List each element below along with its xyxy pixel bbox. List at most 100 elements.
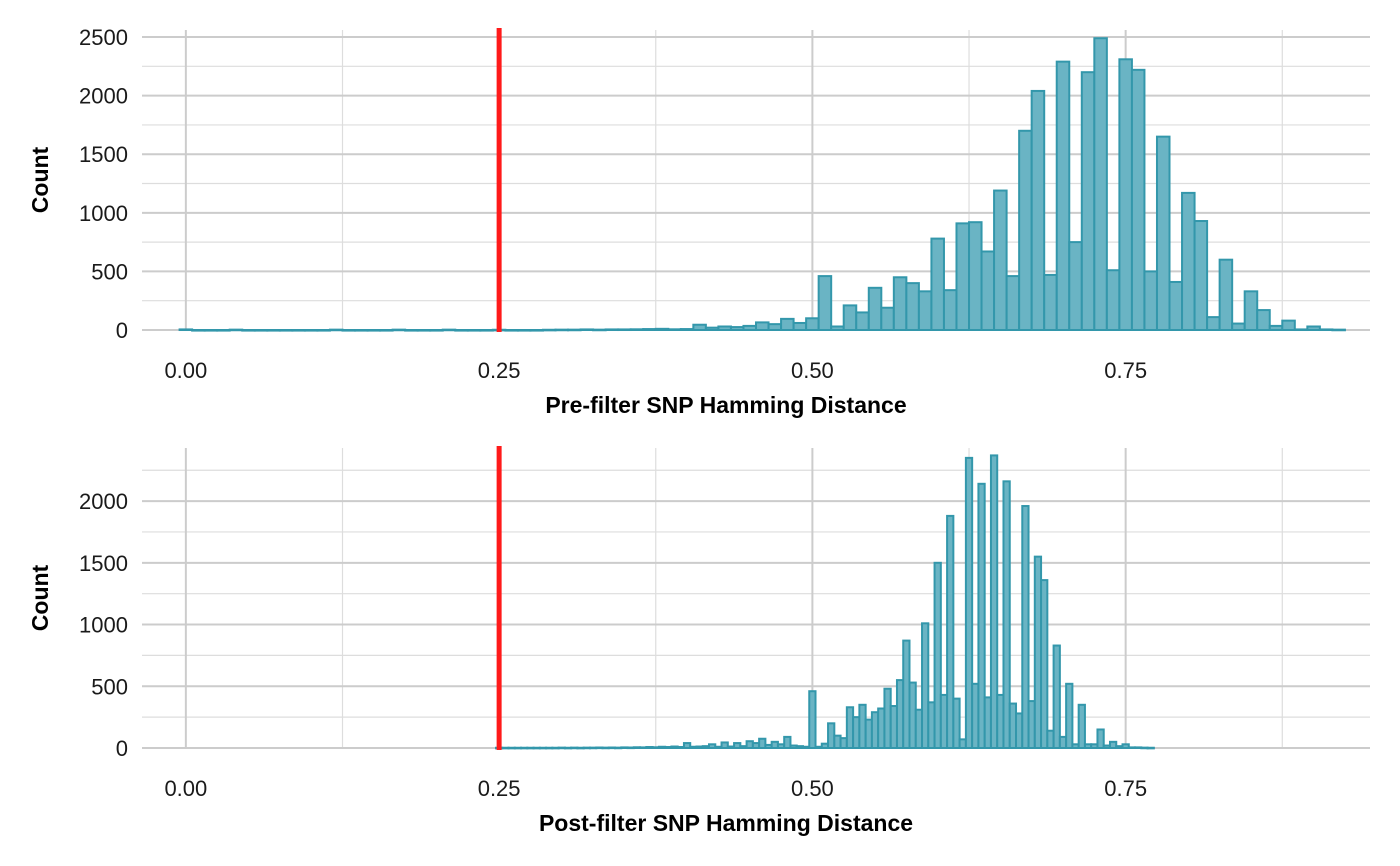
histogram-bar	[554, 328, 570, 332]
histogram-bar	[755, 321, 770, 331]
histogram-bar	[228, 328, 244, 332]
histogram-bar	[341, 329, 357, 332]
histogram-bar	[504, 329, 519, 332]
histogram-bar	[1168, 280, 1184, 331]
histogram-bar	[604, 328, 620, 332]
histogram-bar	[1243, 290, 1259, 331]
histogram-bar	[316, 329, 331, 332]
x-tick-label: 0.75	[1104, 358, 1147, 383]
histogram-bar	[328, 328, 344, 332]
histogram-bar	[933, 561, 942, 749]
histogram-bar	[203, 329, 219, 332]
histogram-bar	[1218, 258, 1234, 331]
histogram-bar	[1181, 191, 1196, 331]
histogram-bar	[679, 328, 695, 331]
histogram-bar	[729, 326, 745, 331]
histogram-bar	[717, 325, 732, 331]
histogram-bar	[930, 237, 945, 331]
histogram-bar	[1096, 728, 1105, 750]
histogram-bar	[780, 317, 795, 331]
histogram-bar	[742, 324, 757, 331]
histogram-bar	[579, 328, 595, 332]
x-axis-title: Post-filter SNP Hamming Distance	[539, 810, 913, 836]
histogram-bar	[1040, 579, 1049, 749]
histogram-bar	[1281, 319, 1296, 331]
histogram-bar	[1155, 135, 1171, 331]
y-tick-label: 1000	[79, 201, 128, 226]
histogram-bar	[942, 289, 958, 331]
y-tick-label: 0	[116, 318, 128, 343]
histogram-bar	[1331, 328, 1346, 332]
histogram-bar	[1068, 241, 1083, 331]
y-axis-title: Count	[27, 146, 53, 213]
histogram-bar	[466, 329, 482, 332]
histogram-bar	[379, 329, 394, 332]
histogram-bar	[1055, 60, 1071, 331]
histogram-bar	[842, 304, 858, 331]
y-axis-title: Count	[27, 564, 53, 631]
histogram-bar	[216, 329, 231, 332]
x-tick-label: 0.50	[791, 358, 834, 383]
histogram-bar	[592, 328, 607, 332]
histogram-bar	[805, 317, 820, 331]
y-tick-label: 1500	[79, 551, 128, 576]
y-tick-label: 2000	[79, 84, 128, 109]
histogram-bar	[1002, 480, 1011, 749]
histogram-bar	[404, 329, 419, 332]
histogram-bar	[980, 250, 996, 331]
histogram-bar	[278, 329, 294, 332]
histogram-panel-1: 0 500 1000 1500 2000 2500 0.00 0.25 0.50 0.75 Pre-…	[27, 25, 1370, 418]
histogram-bar	[783, 735, 792, 750]
histogram-bar	[178, 328, 194, 332]
histogram-bar	[758, 737, 767, 749]
histogram-bar	[1108, 740, 1118, 749]
histogram-bar	[1206, 316, 1221, 331]
histogram-bar	[952, 697, 961, 750]
x-tick-label: 0.50	[791, 776, 834, 801]
histogram-bar	[1293, 328, 1309, 332]
histogram-bar	[905, 282, 920, 331]
histogram-bar	[1146, 746, 1155, 750]
x-axis-title: Pre-filter SNP Hamming Distance	[545, 392, 906, 418]
histogram-bar	[516, 329, 532, 332]
y-tick-label: 500	[91, 259, 128, 284]
histogram-bar	[977, 482, 986, 749]
y-tick-label: 1000	[79, 613, 128, 638]
histogram-bar	[968, 221, 983, 331]
histogram-bar	[1005, 275, 1021, 331]
histogram-bar	[704, 326, 720, 331]
histogram-bar	[391, 328, 407, 332]
histogram-bar	[1093, 37, 1108, 331]
histogram-bar	[692, 323, 707, 331]
histogram-bar	[567, 328, 582, 332]
histogram-bar	[541, 328, 557, 332]
histogram-bar	[946, 514, 955, 750]
histogram-bar	[454, 329, 469, 332]
histogram-bar	[1130, 68, 1146, 331]
histogram-bar	[1118, 58, 1133, 331]
histogram-bar	[667, 328, 682, 331]
histogram-bar	[291, 329, 306, 332]
histogram-bar	[1030, 89, 1046, 331]
x-tick-label: 0.25	[478, 776, 521, 801]
histogram-bar	[1018, 129, 1033, 331]
histogram-bar	[1105, 269, 1121, 331]
histogram-bar	[792, 321, 808, 331]
histogram-bar	[880, 306, 895, 331]
y-tick-label: 500	[91, 674, 128, 699]
histogram-bar	[1143, 270, 1158, 331]
histogram-bar	[989, 454, 999, 749]
histogram-bar	[1306, 325, 1321, 331]
histogram-bar	[964, 456, 974, 749]
histogram-bar	[1080, 71, 1096, 331]
histogram-bar	[1256, 309, 1271, 331]
histogram-bar	[479, 329, 494, 332]
histogram-bar	[817, 275, 833, 331]
y-tick-label: 2500	[79, 25, 128, 50]
histogram-bar	[266, 329, 281, 332]
histogram-bar	[1268, 324, 1284, 331]
histogram-bar	[855, 311, 870, 331]
histogram-bar	[917, 290, 933, 331]
histogram-bar	[416, 329, 432, 332]
histogram-bar	[529, 329, 544, 332]
